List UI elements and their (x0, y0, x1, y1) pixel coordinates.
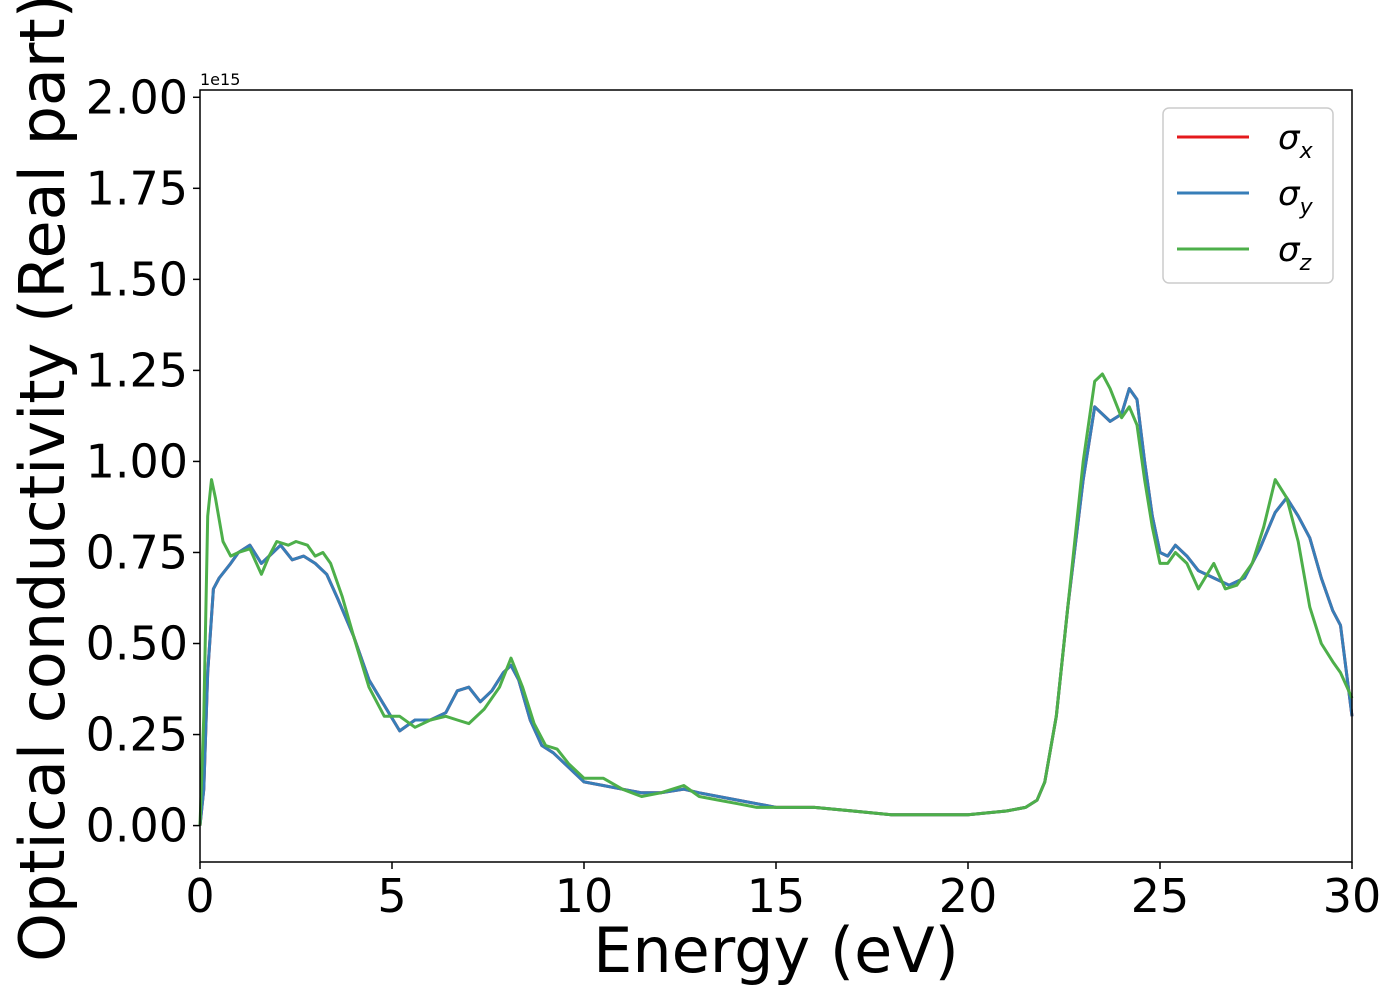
x-tick-label: 25 (1131, 869, 1190, 923)
x-tick-label: 0 (185, 869, 214, 923)
x-tick-label: 30 (1323, 869, 1382, 923)
x-tick-label: 10 (555, 869, 614, 923)
y-axis-label: Optical conductivity (Real part) (6, 0, 79, 962)
series-line-z (198, 372, 1354, 826)
y-tick-label: 0.25 (86, 708, 188, 762)
legend-subscript: z (1299, 251, 1312, 276)
y-tick-label: 1.50 (86, 252, 188, 306)
x-tick-label: 5 (377, 869, 406, 923)
x-tick-label: 20 (939, 869, 998, 923)
y-offset-label: 1e15 (200, 70, 240, 89)
series-line-x (198, 387, 1354, 826)
y-tick-label: 0.00 (86, 799, 188, 853)
y-tick-label: 2.00 (86, 70, 188, 124)
y-axis: 0.00 0.25 0.50 0.75 1.00 1.25 1.50 1.75 2.00 (86, 70, 200, 853)
legend-subscript: y (1299, 195, 1314, 220)
legend-subscript: x (1299, 139, 1314, 164)
plot-lines (198, 372, 1354, 826)
y-tick-label: 1.75 (86, 161, 188, 215)
legend-label-y: σy (1278, 174, 1314, 220)
y-tick-label: 0.75 (86, 525, 188, 579)
y-tick-label: 1.25 (86, 343, 188, 397)
y-tick-label: 0.50 (86, 617, 188, 671)
x-tick-label: 15 (747, 869, 806, 923)
x-axis: 0 5 10 15 20 25 30 (185, 862, 1381, 923)
series-line-y (198, 387, 1354, 826)
legend-frame (1162, 107, 1334, 284)
legend-label-z: σz (1278, 230, 1312, 276)
y-tick-label: 1.00 (86, 434, 188, 488)
x-axis-label: Energy (eV) (593, 914, 959, 987)
